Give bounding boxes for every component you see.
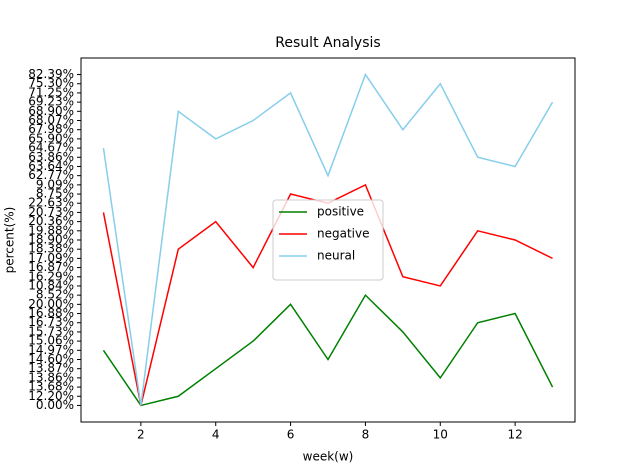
- y-tick-label: 15.06%: [28, 334, 74, 348]
- legend: positive negative neural: [272, 199, 384, 281]
- y-tick-label: 62.77%: [28, 168, 74, 182]
- legend-label: negative: [317, 227, 369, 241]
- y-tick-label: 14.97%: [28, 343, 74, 357]
- y-tick-label: 69.23%: [28, 95, 74, 109]
- x-tick-label: 12: [507, 428, 522, 442]
- y-axis-label: percent(%): [3, 207, 17, 274]
- y-tick-label: 63.64%: [28, 159, 74, 173]
- x-tick-label: 2: [137, 428, 145, 442]
- y-tick-label: 9.09%: [36, 177, 74, 191]
- x-tick-label: 4: [212, 428, 220, 442]
- chart-title: Result Analysis: [275, 35, 380, 51]
- y-tick-label: 16.88%: [28, 306, 74, 320]
- y-tick-label: 15.73%: [28, 324, 74, 338]
- series-line: [102, 72, 554, 406]
- series-line: [102, 293, 554, 407]
- y-tick-label: 68.07%: [28, 113, 74, 127]
- legend-label: positive: [317, 205, 364, 219]
- y-tick-label: 20.00%: [28, 297, 74, 311]
- y-tick-label: 10.84%: [28, 278, 74, 292]
- y-tick-label: 12.20%: [28, 389, 74, 403]
- y-tick-label: 0.00%: [36, 398, 74, 412]
- legend-box: [272, 199, 384, 281]
- y-tick-label: 13.86%: [28, 370, 74, 384]
- y-tick-label: 64.67%: [28, 141, 74, 155]
- y-tick-label: 82.39%: [28, 67, 74, 81]
- y-tick-label: 20.73%: [28, 205, 74, 219]
- legend-label: neural: [317, 249, 355, 263]
- y-tick-label: 18.38%: [28, 242, 74, 256]
- y-tick-label: 16.73%: [28, 315, 74, 329]
- y-tick-label: 71.25%: [28, 85, 74, 99]
- x-tick-label: 6: [287, 428, 295, 442]
- x-tick-label: 10: [433, 428, 448, 442]
- y-tick-label: 8.52%: [36, 288, 74, 302]
- y-tick-label: 68.90%: [28, 104, 74, 118]
- y-tick-label: 75.30%: [28, 76, 74, 90]
- y-tick-label: 19.88%: [28, 223, 74, 237]
- y-tick-label: 67.98%: [28, 122, 74, 136]
- x-tick-label: 8: [362, 428, 370, 442]
- y-tick-label: 16.87%: [28, 260, 74, 274]
- y-tick-label: 16.29%: [28, 269, 74, 283]
- y-tick-label: 18.90%: [28, 233, 74, 247]
- y-tick-label: 63.86%: [28, 150, 74, 164]
- y-tick-label: 14.60%: [28, 352, 74, 366]
- y-tick-label: 13.87%: [28, 361, 74, 375]
- x-axis-label: week(w): [303, 450, 354, 464]
- y-tick-label: 17.09%: [28, 251, 74, 265]
- y-tick-label: 8.75%: [36, 187, 74, 201]
- y-tick-label: 20.36%: [28, 214, 74, 228]
- y-tick-label: 13.68%: [28, 380, 74, 394]
- y-tick-label: 65.90%: [28, 131, 74, 145]
- y-tick-label: 22.63%: [28, 196, 74, 210]
